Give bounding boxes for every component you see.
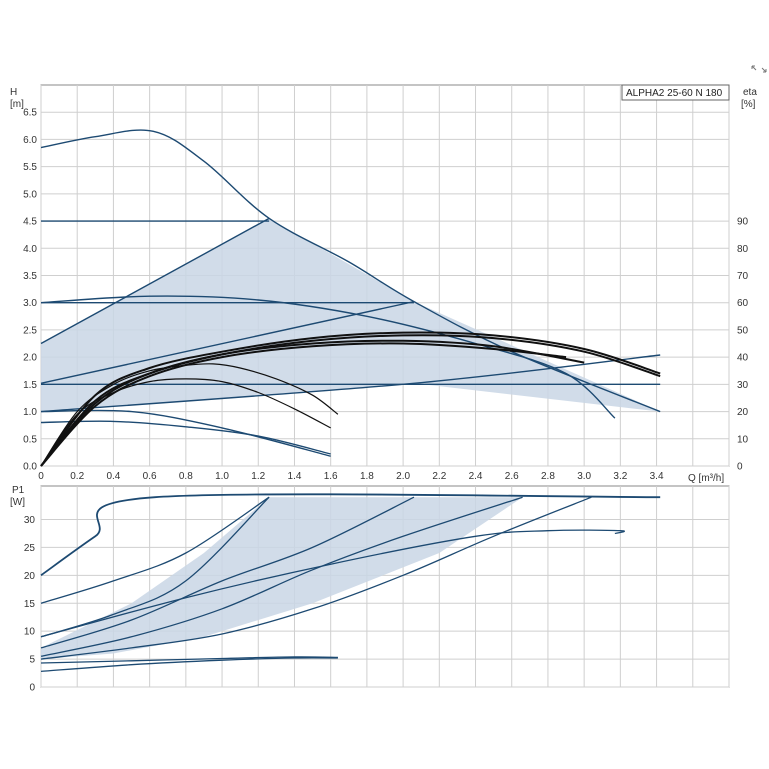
x-tick-label: 2.2	[432, 471, 446, 482]
x-tick-label: 0.4	[106, 471, 120, 482]
y2-tick-label: 60	[737, 298, 749, 309]
top-panel: 0.0 0.5 1.0 1.5 2.0 2.5 3.0 3.5 4.0 4.5 5.0 5.5 6.0 6…	[10, 65, 767, 484]
x-tick-label: 2.6	[505, 471, 519, 482]
eta-curve	[40, 378, 331, 467]
y-axis-unit: [m]	[10, 99, 24, 110]
y2-tick-label: 90	[737, 217, 749, 228]
y-tick-label: 0.5	[23, 434, 37, 445]
y-tick-label: 3.0	[23, 298, 37, 309]
bottom-curves	[40, 493, 661, 673]
y-tick-label: 2.5	[23, 325, 37, 336]
x-tick-label: 0	[38, 471, 44, 482]
power-curve	[40, 529, 625, 638]
y2-tick-label: 50	[737, 325, 749, 336]
y-tick-label: 1.0	[23, 407, 37, 418]
eta-curve	[40, 339, 585, 467]
y-tick-label: 0.0	[23, 462, 37, 473]
p1-tick-label: 10	[24, 627, 36, 638]
x-tick-label: 1.8	[360, 471, 374, 482]
y-tick-label: 6.0	[23, 135, 37, 146]
y2-tick-label: 80	[737, 244, 749, 255]
y2-tick-label: 10	[737, 434, 749, 445]
x-tick-label: 2.8	[541, 471, 555, 482]
x-tick-label: 2.4	[469, 471, 483, 482]
p1-tick-label: 5	[29, 655, 35, 666]
head-curve	[40, 300, 415, 384]
head-curve	[40, 354, 661, 413]
power-curve	[40, 496, 592, 660]
bottom-panel: 0 5 10 15 20 25 30 P1 [W]	[10, 485, 730, 694]
y2-tick-label: 40	[737, 353, 749, 364]
head-curve	[40, 420, 331, 455]
eta-curve	[40, 331, 661, 467]
y2-tick-label: 70	[737, 271, 749, 282]
power-curve	[40, 496, 415, 649]
x-tick-label: 3.2	[613, 471, 627, 482]
x-tick-label: 0.2	[70, 471, 84, 482]
x-tick-label: 3.0	[577, 471, 591, 482]
top-curves	[40, 129, 661, 467]
bottom-shaded-area	[41, 497, 523, 660]
title-box	[621, 84, 730, 101]
x-tick-label: 3.4	[650, 471, 664, 482]
eta-curve	[40, 342, 567, 467]
x-tick-label: 1.6	[324, 471, 338, 482]
y2-axis-label: eta	[743, 87, 757, 98]
y2-tick-label: 30	[737, 380, 749, 391]
x-axis-label: Q [m³/h]	[688, 473, 724, 484]
p1-tick-label: 15	[24, 599, 36, 610]
y-tick-label: 5.0	[23, 189, 37, 200]
x-tick-label: 1.4	[288, 471, 302, 482]
power-curve	[40, 496, 270, 604]
y-tick-label: 4.0	[23, 244, 37, 255]
bottom-tick-labels: 0 5 10 15 20 25 30	[24, 515, 36, 694]
x-tick-label: 1.0	[215, 471, 229, 482]
y2-tick-label: 0	[737, 462, 743, 473]
y-tick-label: 1.5	[23, 380, 37, 391]
expand-icon[interactable]	[751, 65, 767, 73]
head-curve	[40, 217, 270, 345]
eta-curve	[40, 334, 661, 467]
p1-axis-label: P1	[12, 485, 25, 496]
p1-tick-label: 0	[29, 683, 35, 694]
y-tick-label: 2.0	[23, 353, 37, 364]
power-curve	[40, 496, 523, 657]
p1-tick-label: 20	[24, 571, 36, 582]
y2-axis-unit: [%]	[741, 99, 756, 110]
y-tick-label: 4.5	[23, 217, 37, 228]
y-tick-label: 6.5	[23, 108, 37, 119]
y2-tick-label: 20	[737, 407, 749, 418]
p1-tick-label: 25	[24, 543, 36, 554]
x-tick-label: 0.8	[179, 471, 193, 482]
x-tick-label: 1.2	[251, 471, 265, 482]
p1-tick-label: 30	[24, 515, 36, 526]
p1-axis-unit: [W]	[10, 497, 25, 508]
y-tick-label: 3.5	[23, 271, 37, 282]
x-tick-label: 2.0	[396, 471, 410, 482]
y-axis-label: H	[10, 87, 17, 98]
head-curve	[40, 295, 616, 419]
power-curve	[40, 493, 661, 577]
power-curve	[40, 657, 338, 673]
power-curve	[40, 656, 338, 664]
y-tick-label: 5.5	[23, 162, 37, 173]
top-tick-labels: 0.0 0.5 1.0 1.5 2.0 2.5 3.0 3.5 4.0 4.5 5.0 5.5 6.0 6…	[23, 108, 748, 482]
bottom-operating-region	[41, 497, 523, 660]
chart-title: ALPHA2 25-60 N 180	[626, 88, 723, 99]
x-tick-label: 0.6	[143, 471, 157, 482]
